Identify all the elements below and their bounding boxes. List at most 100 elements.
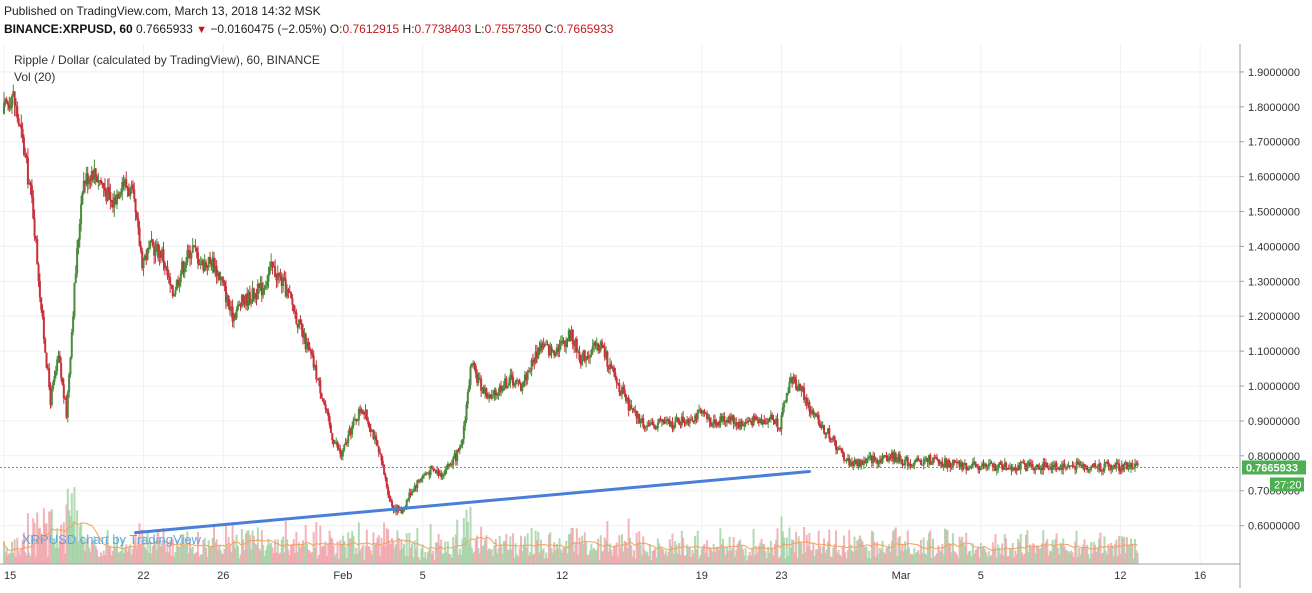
volume-bar [1130,538,1133,564]
volume-bar [505,534,508,564]
volume-bar [1134,538,1137,564]
candle-body [212,257,215,273]
volume-bar [725,547,728,564]
candle-body [258,283,261,288]
candle-body [262,288,265,296]
time-axis[interactable]: 15 22 26 Feb 5 12 19 23 Mar 5 12 16 [4,570,1206,582]
volume-bar [488,548,491,564]
volume-bar [104,554,107,564]
candle-body [1072,466,1075,468]
candle-body [155,244,158,247]
volume-bar [756,552,759,564]
volume-bar [1033,544,1035,564]
chart-frame[interactable]: 1.9000000 1.8000000 1.7000000 1.6000000 1.50… [0,44,1312,588]
volume-bar [799,541,802,564]
volume-bar [628,537,631,564]
candle-body [195,247,198,253]
volume-bar [1120,535,1123,564]
volume-bar [525,547,528,564]
trendline[interactable] [134,470,811,535]
volume-bar [191,546,194,564]
volume-bar [413,540,416,564]
volume-bar [647,555,650,564]
volume-bar [400,539,403,564]
volume-bar [468,543,471,564]
candle-body [206,265,209,268]
candle-body [614,372,617,379]
trendline-group[interactable] [134,470,811,535]
volume-bar [343,540,346,564]
candle-body [178,282,181,286]
volume-bar [454,534,457,564]
candle-body [361,410,364,414]
volume-bar [1027,551,1030,564]
volume-bar [736,543,739,564]
volume-bar [715,546,718,564]
candle-body [110,199,113,202]
candle-body [153,245,156,256]
volume-bar [1050,551,1053,564]
candle-body [92,171,95,180]
candle-body [1002,468,1005,470]
candle-body [945,458,948,468]
candle-body [589,355,592,358]
volume-bar [340,544,343,564]
x-tick-label: 5 [978,570,984,582]
candle-body [1062,463,1065,470]
volume-bar [866,557,869,564]
volume-bar [565,540,568,564]
volume-bar [817,530,820,564]
volume-bar [543,558,546,564]
volume-bar [589,550,592,564]
volume-bar [291,544,294,564]
countdown-label: 27:20 [1274,479,1302,491]
candle-body [288,292,291,294]
volume-bar [1001,543,1004,564]
candle-body [949,462,952,468]
volume-bar [36,512,39,564]
candle-body [916,458,919,460]
volume-bar [816,549,819,564]
volume-bar [702,545,705,564]
candle-body [159,250,162,258]
volume-bar [252,535,255,564]
candle-body [494,389,497,396]
volume-bar [910,554,913,564]
candle-body [272,266,275,268]
volume-bar [337,559,340,564]
volume-bar [1017,539,1020,564]
candle-body [591,345,594,350]
volume-bar [1015,553,1018,564]
volume-bar [886,547,889,564]
volume-bar [801,553,804,564]
volume-bar [48,511,51,564]
volume-bar [666,555,669,564]
candle-body [428,472,431,476]
candle-body [335,442,338,444]
volume-bar [791,539,794,564]
candle-body [550,346,553,352]
candle-body [601,341,604,346]
candle-body [94,168,97,177]
candle-body [525,374,528,380]
candle-body [969,465,972,468]
candle-body [755,417,758,421]
candle-body [624,394,627,402]
candle-body [905,457,908,460]
candle-body [830,439,833,441]
candle-body [5,99,8,103]
candle-body [401,511,404,514]
candle-body [744,422,747,425]
candle-body [935,457,938,460]
volume-bar [368,546,371,564]
y-tick-label: 0.9000000 [1248,416,1300,428]
volume-bar [504,540,507,564]
candle-body [623,389,626,395]
price-chart[interactable]: 1.90000001.80000001.70000001.60000001.50… [0,44,1312,588]
volume-bar [58,540,61,564]
volume-bar [317,554,320,564]
volume-bar [113,541,116,564]
volume-bar [243,550,246,564]
candle-body [881,457,884,463]
price-axis[interactable]: 1.90000001.80000001.70000001.60000001.50… [1240,67,1300,533]
